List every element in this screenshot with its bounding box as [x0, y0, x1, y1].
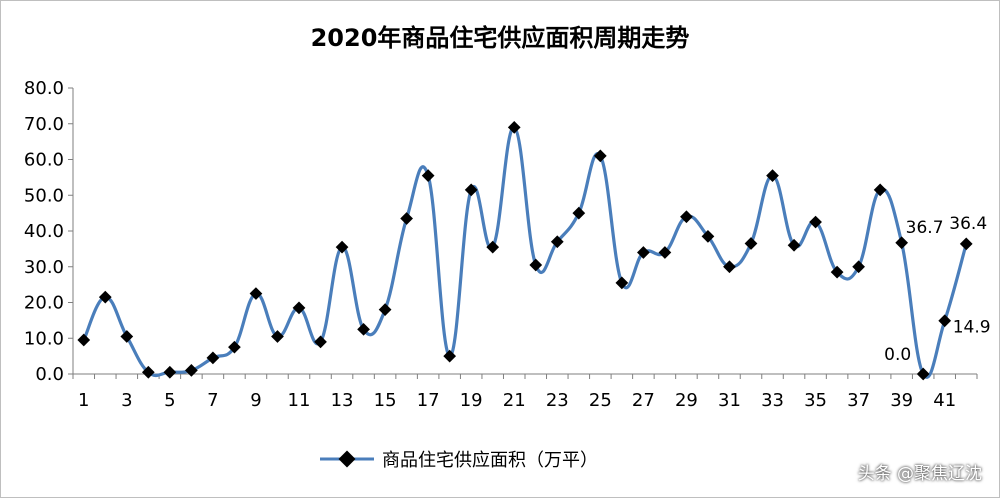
data-point — [228, 340, 241, 354]
data-point — [852, 260, 865, 274]
data-point — [572, 206, 586, 220]
data-label: 36.4 — [949, 214, 987, 234]
data-point — [120, 330, 134, 343]
y-tick-label: 60.0 — [24, 150, 64, 171]
x-tick-label: 41 — [933, 390, 956, 411]
series-line — [82, 125, 968, 379]
y-tick-labels: 0.0 10.0 20.0 30.0 40.0 50.0 60.0 70.0 80.0 — [24, 78, 64, 385]
y-tick-label: 0.0 — [35, 364, 64, 385]
x-tick-label: 33 — [761, 390, 784, 411]
data-point — [443, 349, 457, 363]
y-tick-label: 50.0 — [24, 185, 64, 206]
data-point — [464, 183, 478, 197]
legend-marker — [338, 450, 356, 468]
x-tick-label: 9 — [250, 390, 261, 411]
x-tick-label: 5 — [164, 390, 175, 411]
data-point — [292, 301, 306, 315]
x-tick-label: 31 — [718, 390, 741, 411]
data-point — [206, 351, 220, 365]
x-tick-label: 1 — [78, 390, 89, 411]
x-tick-label: 15 — [374, 390, 397, 411]
y-tick-label: 20.0 — [24, 293, 64, 314]
x-tick-label: 7 — [207, 390, 218, 411]
data-point — [400, 212, 413, 225]
data-label: 36.7 — [906, 218, 944, 238]
data-point — [141, 365, 155, 379]
legend-swatch — [320, 450, 374, 468]
data-point — [486, 240, 500, 254]
legend-label: 商品住宅供应面积（万平） — [382, 450, 598, 471]
x-tick-label: 13 — [331, 390, 354, 411]
x-tick-labels: 1 3 5 7 9 11 13 15 17 19 21 23 25 27 29 31 33 35 37 39 41 — [78, 390, 956, 411]
data-point — [335, 240, 349, 254]
data-label: 14.9 — [953, 318, 991, 338]
x-tick-label: 17 — [417, 390, 440, 411]
data-point — [98, 290, 112, 304]
x-tick-label: 29 — [675, 390, 698, 411]
x-tick-label: 25 — [589, 390, 612, 411]
data-point — [77, 333, 91, 347]
data-point — [529, 258, 543, 272]
y-tick-label: 70.0 — [24, 114, 64, 135]
data-point — [314, 335, 327, 349]
chart-title: 2020年商品住宅供应面积周期走势 — [310, 24, 690, 52]
y-tick-label: 10.0 — [24, 328, 64, 349]
legend: 商品住宅供应面积（万平） — [318, 444, 598, 474]
data-point — [249, 287, 263, 300]
y-tick-label: 30.0 — [24, 257, 64, 278]
x-tick-label: 35 — [804, 390, 827, 411]
data-point — [421, 169, 435, 182]
y-tick-label: 40.0 — [24, 221, 64, 242]
axes — [68, 87, 978, 379]
data-point — [271, 330, 284, 343]
x-tick-label: 37 — [847, 390, 870, 411]
watermark-text: 头条 @聚焦辽沈 — [857, 464, 982, 484]
data-point — [185, 364, 198, 377]
data-point — [593, 149, 607, 163]
data-point — [163, 365, 177, 379]
x-tick-label: 23 — [546, 390, 569, 411]
data-point — [378, 303, 392, 317]
data-label: 0.0 — [884, 345, 911, 365]
x-tick-label: 21 — [503, 390, 526, 411]
data-point — [744, 237, 758, 250]
data-point — [787, 238, 801, 252]
x-tick-label: 3 — [121, 390, 132, 411]
data-point — [357, 322, 370, 336]
x-tick-label: 19 — [460, 390, 483, 411]
data-labels: 36.7 0.0 14.9 36.4 — [884, 214, 990, 365]
x-tick-label: 11 — [288, 390, 311, 411]
data-point — [895, 236, 909, 250]
x-tick-label: 39 — [890, 390, 913, 411]
series-group — [77, 120, 973, 381]
data-point — [959, 237, 973, 251]
y-tick-label: 80.0 — [24, 78, 64, 99]
x-tick-label: 27 — [632, 390, 655, 411]
data-point — [938, 314, 952, 328]
